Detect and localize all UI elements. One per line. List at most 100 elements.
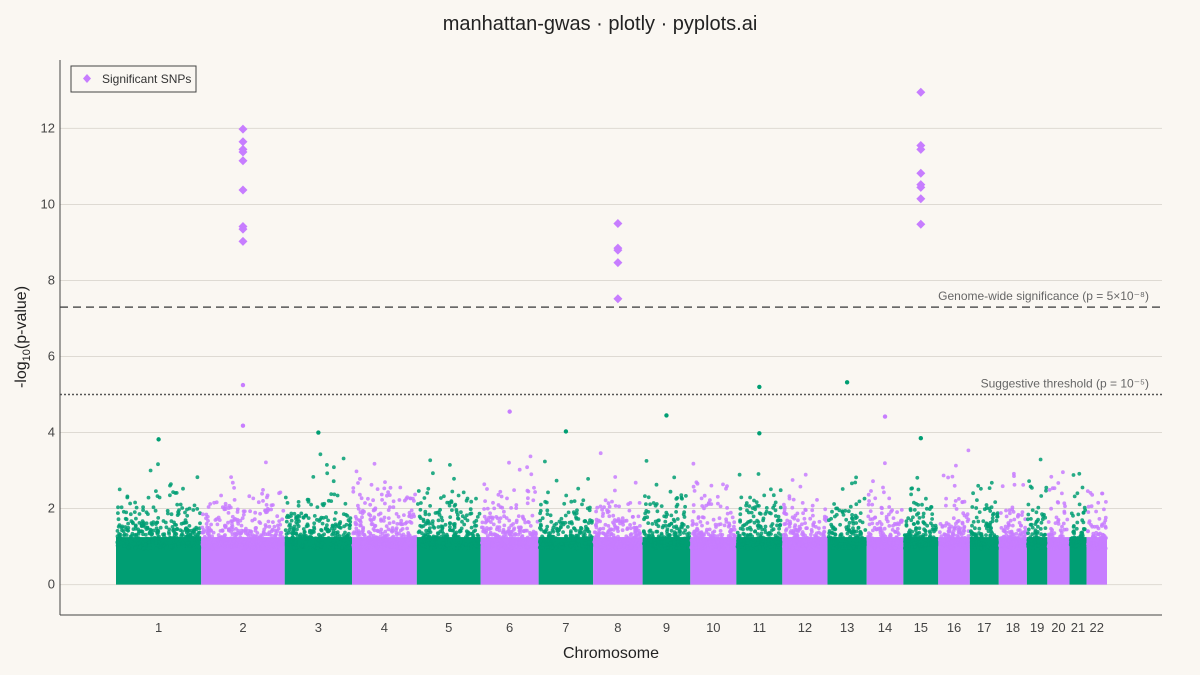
snp-point <box>521 540 526 545</box>
significant-snp-marker <box>916 182 926 192</box>
snp-point <box>840 487 845 491</box>
snp-point <box>802 516 807 521</box>
snp-point <box>426 541 430 546</box>
snp-point <box>652 544 657 548</box>
snp-point <box>308 545 313 549</box>
snp-point <box>752 520 757 525</box>
snp-point <box>1060 524 1064 529</box>
snp-point <box>1008 511 1012 516</box>
snp-point <box>343 530 347 535</box>
notable-snp-point <box>882 414 888 419</box>
snp-point <box>240 516 245 520</box>
snp-point <box>523 520 528 525</box>
snp-point <box>257 536 262 540</box>
snp-point <box>1001 528 1006 533</box>
snp-point <box>399 528 403 533</box>
snp-point <box>450 528 455 533</box>
snp-point <box>1087 520 1091 525</box>
snp-point <box>549 520 554 524</box>
snp-point <box>576 517 581 521</box>
snp-point <box>538 526 542 530</box>
snp-point <box>965 512 970 517</box>
snp-point <box>866 514 871 519</box>
snp-point <box>210 534 215 539</box>
snp-point <box>1026 512 1031 517</box>
snp-point <box>895 510 899 514</box>
snp-point <box>984 503 989 507</box>
snp-point <box>116 511 120 515</box>
snp-point <box>488 511 492 516</box>
snp-point <box>1036 543 1041 548</box>
snp-point <box>154 489 158 493</box>
snp-point <box>817 530 821 535</box>
snp-point <box>777 526 781 531</box>
snp-point <box>776 514 781 519</box>
snp-point <box>904 519 909 524</box>
snp-point <box>867 535 871 540</box>
snp-point <box>249 534 254 538</box>
snp-point <box>250 518 255 523</box>
snp-point <box>318 452 323 457</box>
snp-point <box>337 542 342 547</box>
snp-point <box>526 496 530 501</box>
snp-point <box>804 543 809 548</box>
snp-point <box>269 503 274 508</box>
snp-point <box>492 506 497 511</box>
snp-point <box>980 534 984 539</box>
snp-point <box>382 515 387 520</box>
snp-point <box>1082 505 1087 510</box>
snp-point <box>164 546 168 550</box>
snp-point <box>713 522 718 527</box>
snp-point <box>368 531 373 536</box>
snp-point <box>424 522 428 526</box>
snp-point <box>810 508 815 513</box>
snp-point <box>593 540 598 544</box>
snp-point <box>482 529 487 534</box>
snp-point <box>985 544 990 549</box>
snp-point <box>253 539 258 544</box>
snp-point <box>775 523 779 528</box>
snp-point <box>150 531 155 536</box>
snp-point <box>979 537 984 542</box>
snp-point <box>343 501 348 506</box>
snp-point <box>203 536 207 541</box>
snp-point <box>751 537 755 542</box>
snp-point <box>801 538 806 543</box>
snp-point <box>546 490 550 495</box>
snp-point <box>652 537 657 542</box>
snp-point <box>283 528 288 533</box>
snp-point <box>912 522 916 526</box>
snp-point <box>483 499 487 503</box>
chromosome-points-4 <box>351 461 418 585</box>
snp-point <box>988 533 993 537</box>
snp-point <box>714 544 718 549</box>
snp-point <box>644 459 649 463</box>
snp-point <box>1074 526 1079 531</box>
snp-point <box>799 541 804 546</box>
snp-point <box>256 500 261 505</box>
snp-point <box>929 505 934 509</box>
snp-point <box>632 535 637 539</box>
snp-point <box>705 527 709 532</box>
snp-point <box>554 478 559 483</box>
snp-point <box>363 534 367 538</box>
snp-point <box>443 546 448 551</box>
snp-point <box>335 530 340 535</box>
snp-point <box>265 510 269 514</box>
snp-point <box>716 501 720 506</box>
snp-point <box>386 533 390 537</box>
snp-point <box>680 525 684 530</box>
snp-point <box>638 524 642 528</box>
snp-point <box>594 525 599 530</box>
snp-point <box>718 504 723 509</box>
snp-point <box>475 515 480 519</box>
snp-point <box>404 497 409 501</box>
snp-point <box>784 527 789 531</box>
snp-point <box>521 516 525 520</box>
snp-point <box>1086 529 1090 533</box>
snp-point <box>925 523 930 528</box>
snp-point <box>380 498 384 502</box>
snp-point <box>888 545 893 550</box>
snp-point <box>917 530 922 535</box>
snp-point <box>438 545 443 549</box>
